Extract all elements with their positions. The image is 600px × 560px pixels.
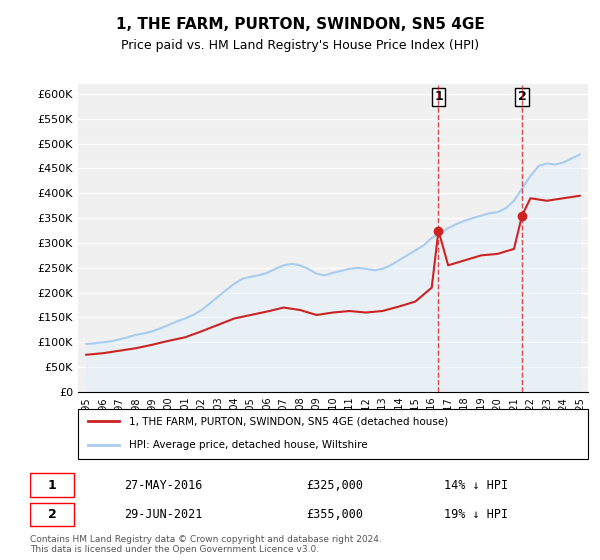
Text: 29-JUN-2021: 29-JUN-2021 [124, 508, 202, 521]
Text: 19% ↓ HPI: 19% ↓ HPI [444, 508, 508, 521]
Text: £355,000: £355,000 [306, 508, 363, 521]
FancyBboxPatch shape [30, 473, 74, 497]
Text: 1: 1 [434, 90, 443, 103]
Text: 27-MAY-2016: 27-MAY-2016 [124, 479, 202, 492]
Text: 1: 1 [48, 479, 56, 492]
Text: 2: 2 [48, 508, 56, 521]
Text: Price paid vs. HM Land Registry's House Price Index (HPI): Price paid vs. HM Land Registry's House … [121, 39, 479, 52]
FancyBboxPatch shape [30, 503, 74, 526]
Text: Contains HM Land Registry data © Crown copyright and database right 2024.
This d: Contains HM Land Registry data © Crown c… [30, 535, 382, 554]
Text: 14% ↓ HPI: 14% ↓ HPI [444, 479, 508, 492]
Text: 1, THE FARM, PURTON, SWINDON, SN5 4GE: 1, THE FARM, PURTON, SWINDON, SN5 4GE [116, 17, 484, 32]
Text: 1, THE FARM, PURTON, SWINDON, SN5 4GE (detached house): 1, THE FARM, PURTON, SWINDON, SN5 4GE (d… [129, 417, 448, 426]
Text: 2: 2 [518, 90, 526, 103]
Text: £325,000: £325,000 [306, 479, 363, 492]
Text: HPI: Average price, detached house, Wiltshire: HPI: Average price, detached house, Wilt… [129, 440, 368, 450]
